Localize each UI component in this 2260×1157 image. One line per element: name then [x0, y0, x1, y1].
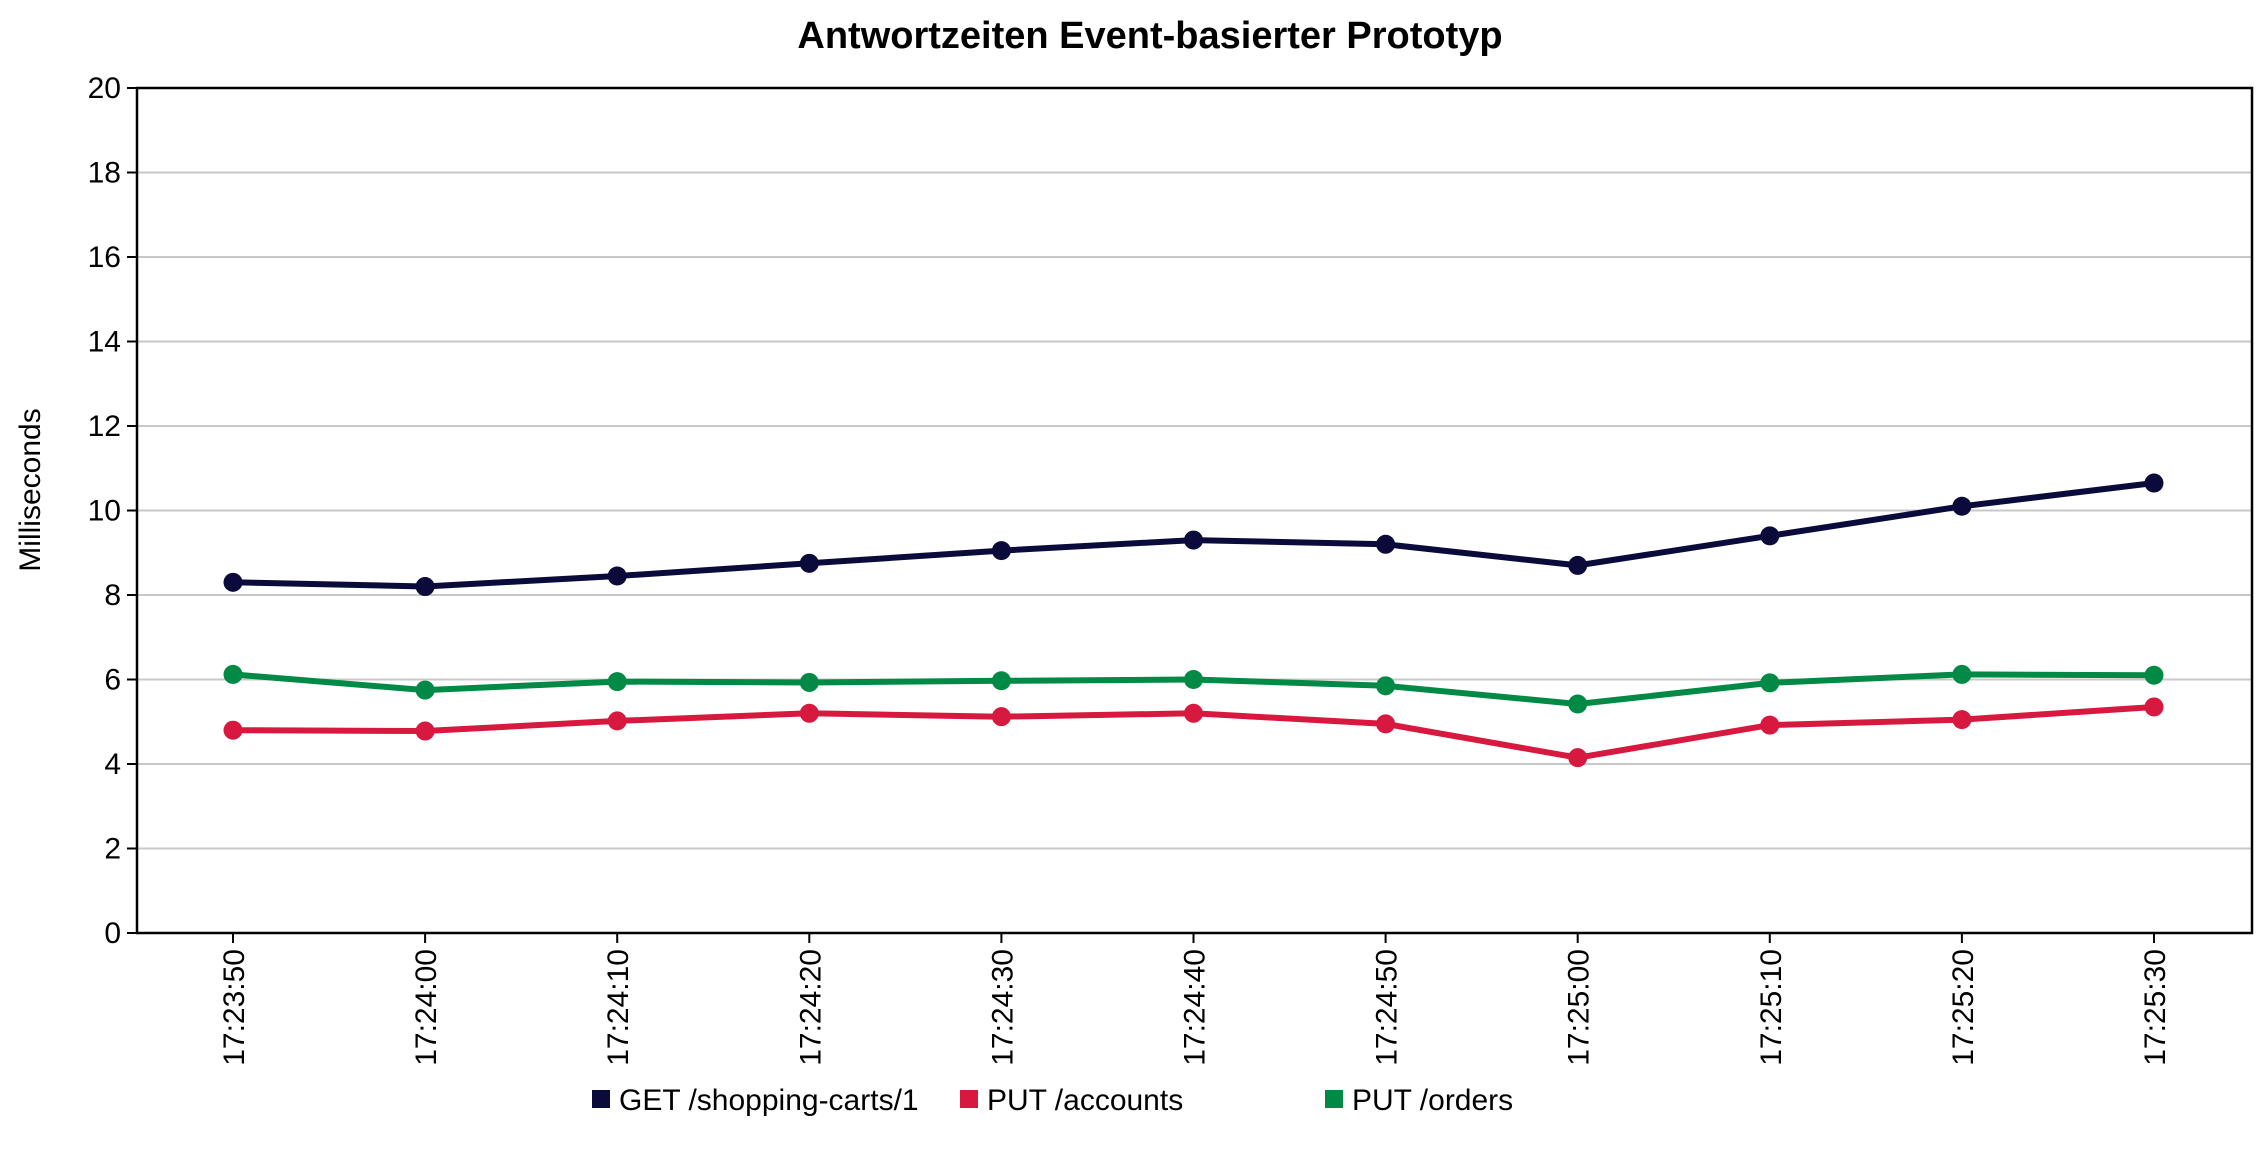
y-tick-label: 18 — [88, 157, 121, 190]
series-1 — [223, 697, 2164, 768]
data-point — [2144, 665, 2164, 685]
data-point — [607, 672, 627, 692]
legend-item: PUT /accounts — [960, 1084, 1183, 1117]
legend-item: GET /shopping-carts/1 — [592, 1084, 919, 1117]
data-point — [1184, 670, 1203, 689]
data-point — [1376, 714, 1396, 734]
y-tick-label: 2 — [104, 833, 121, 866]
data-point — [1760, 526, 1780, 546]
legend-swatch — [1325, 1090, 1343, 1108]
x-tick-label: 17:25:20 — [1947, 949, 1980, 1066]
y-tick-label: 16 — [88, 241, 121, 274]
legend-label: PUT /accounts — [987, 1084, 1183, 1117]
x-tick-label: 17:24:20 — [794, 949, 827, 1066]
x-tick-label: 17:25:10 — [1755, 949, 1788, 1066]
data-point — [1568, 694, 1588, 714]
axes: 0 2 4 6 8 10 12 14 16 18 20 17:23:50 17:24:00 17:24:1… — [88, 72, 2254, 1066]
x-tick-label: 17:24:50 — [1371, 949, 1404, 1066]
x-tick-label: 17:24:30 — [986, 949, 1019, 1066]
data-point — [1184, 703, 1203, 723]
data-point — [415, 721, 435, 741]
x-tick-label: 17:25:00 — [1563, 949, 1596, 1066]
data-point — [799, 553, 819, 573]
legend-item: PUT /orders — [1325, 1084, 1513, 1117]
x-tick-label: 17:24:40 — [1179, 949, 1212, 1066]
y-tick-label: 6 — [104, 664, 121, 697]
y-tick-label: 4 — [104, 748, 121, 781]
legend-label: GET /shopping-carts/1 — [619, 1084, 919, 1117]
gridlines — [137, 171, 2252, 850]
y-tick-label: 14 — [88, 326, 121, 359]
data-point — [223, 720, 243, 740]
data-point — [223, 664, 243, 684]
data-point — [1568, 748, 1588, 768]
series-0 — [223, 473, 2164, 597]
data-point — [799, 703, 819, 723]
data-point — [1184, 530, 1203, 550]
data-point — [415, 680, 435, 700]
y-tick-label: 20 — [88, 72, 121, 105]
legend: GET /shopping-carts/1 PUT /accounts PUT /o… — [592, 1084, 1513, 1117]
legend-label: PUT /orders — [1352, 1084, 1513, 1117]
y-tick-label: 0 — [104, 917, 121, 950]
chart-title: Antwortzeiten Event-basierter Prototyp — [797, 15, 1502, 57]
legend-swatch — [960, 1090, 978, 1108]
y-tick-label: 10 — [88, 495, 121, 528]
data-point — [991, 671, 1011, 691]
x-tick-label: 17:24:10 — [602, 949, 635, 1066]
y-tick-label: 12 — [88, 410, 121, 443]
y-tick-label: 8 — [104, 579, 121, 612]
data-point — [1376, 676, 1396, 696]
data-point — [1760, 715, 1780, 735]
x-tick-label: 17:23:50 — [218, 949, 251, 1066]
series-2 — [223, 664, 2164, 714]
data-point — [1952, 496, 1972, 516]
y-axis-label: Milliseconds — [14, 408, 47, 571]
data-point — [1568, 555, 1588, 575]
data-point — [607, 566, 627, 586]
x-tick-label: 17:24:00 — [410, 949, 443, 1066]
data-point — [2144, 473, 2164, 493]
x-tick-label: 17:25:30 — [2139, 949, 2172, 1066]
data-point — [223, 572, 243, 592]
series-lines — [223, 473, 2164, 768]
data-point — [2144, 697, 2164, 717]
data-point — [415, 577, 435, 597]
data-point — [1952, 710, 1972, 730]
data-point — [1376, 534, 1396, 554]
data-point — [799, 672, 819, 692]
data-point — [607, 711, 627, 731]
data-point — [991, 707, 1011, 727]
legend-swatch — [592, 1090, 610, 1108]
data-point — [1760, 673, 1780, 693]
data-point — [991, 541, 1011, 561]
data-point — [1952, 664, 1972, 684]
